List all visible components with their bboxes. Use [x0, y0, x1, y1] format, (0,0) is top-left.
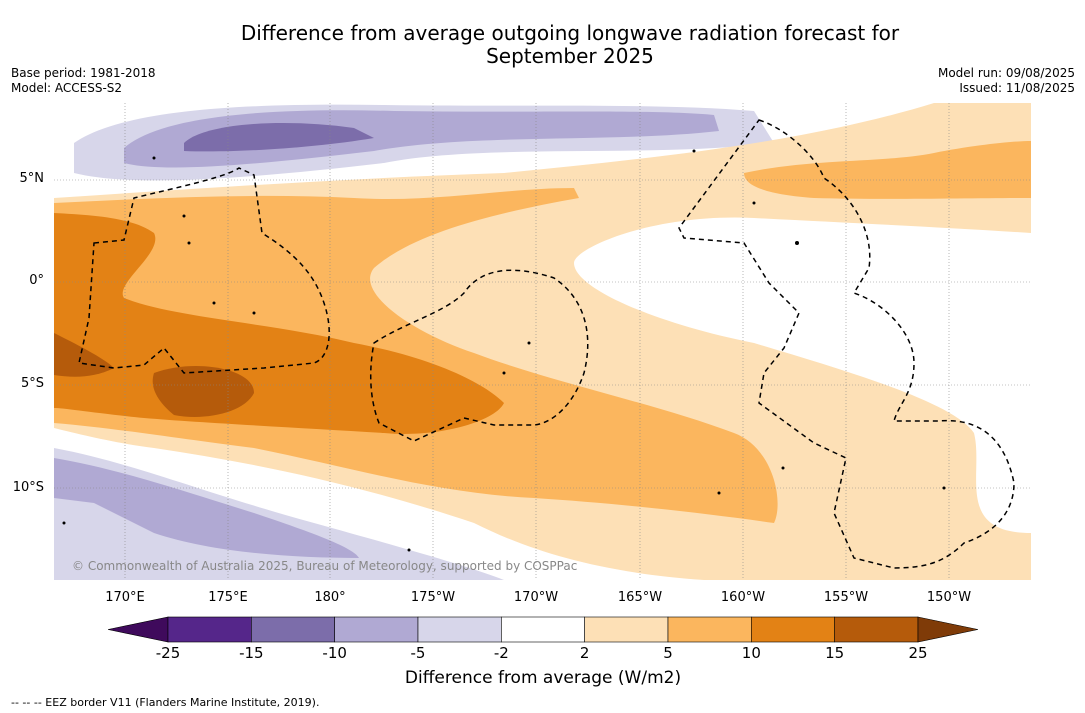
map-canvas	[54, 103, 1031, 580]
islands	[62, 149, 946, 552]
colorbar-bin	[667, 616, 752, 643]
lon-label-170e: 170°E	[105, 590, 145, 605]
lon-label-155w: 155°W	[823, 590, 869, 605]
anomaly-map	[54, 103, 1031, 580]
colorbar-tick-label: 25	[908, 644, 928, 662]
model-run: Model run: 09/08/2025	[937, 66, 1075, 80]
colorbar-bin	[167, 616, 252, 643]
graticule	[54, 103, 1031, 580]
contour-neg-strong-north	[184, 123, 374, 152]
base-period: Base period: 1981-2018	[11, 66, 156, 80]
model-name: Model: ACCESS-S2	[11, 80, 123, 95]
colorbar-bin	[834, 616, 919, 643]
colorbar-bin	[251, 616, 335, 643]
colorbar-extend-low	[107, 616, 169, 643]
colorbar-bin	[417, 616, 502, 643]
colorbar-bin	[751, 616, 835, 643]
eez-borders	[78, 119, 1015, 569]
contour-pos-medium	[54, 188, 778, 523]
meta-left: Base period: 1981-2018 Model: ACCESS-S2	[11, 66, 156, 95]
colorbar-tick-label: -15	[239, 644, 264, 662]
lon-label-165w: 165°W	[617, 590, 663, 605]
meta-right: Model run: 09/08/2025 Issued: 11/08/2025	[938, 66, 1075, 95]
colorbar-extend-high	[917, 616, 979, 643]
colorbar-bin	[584, 616, 669, 643]
contour-pos-max-2	[152, 365, 254, 417]
colorbar-svg	[107, 616, 979, 643]
issued-date: Issued: 11/08/2025	[959, 80, 1075, 95]
lat-label-5s: 5°S	[20, 376, 44, 391]
colorbar-tick-label: -2	[493, 644, 509, 662]
colorbar-bin	[334, 616, 419, 643]
colorbar-tick-label: 15	[825, 644, 845, 662]
contour-neg-mid-south	[54, 458, 359, 558]
contour-pos-medium-ne	[744, 141, 1031, 199]
eez-legend-note: -- -- -- EEZ border V11 (Flanders Marine…	[11, 696, 320, 709]
colorbar-tick-label: 5	[663, 644, 673, 662]
contour-neg-light-south	[54, 448, 504, 580]
colorbar-label: Difference from average (W/m2)	[404, 668, 682, 688]
lat-label-5n: 5°N	[19, 171, 45, 186]
lon-label-160w: 160°W	[720, 590, 766, 605]
colorbar	[107, 616, 979, 643]
contour-pos-light-ne	[934, 103, 1031, 146]
lon-label-150w: 150°W	[926, 590, 972, 605]
lon-label-175e: 175°E	[208, 590, 248, 605]
colorbar-tick-label: -10	[322, 644, 347, 662]
colorbar-tick-label: 10	[741, 644, 761, 662]
lat-label-0: 0°	[29, 273, 44, 288]
colorbar-tick-label: -25	[155, 644, 181, 662]
colorbar-tick-label: -5	[410, 644, 426, 662]
lon-label-180: 180°	[314, 590, 346, 605]
map-title: Difference from average outgoing longwav…	[240, 21, 900, 68]
contour-pos-max	[54, 333, 114, 377]
copyright-notice: © Commonwealth of Australia 2025, Bureau…	[72, 559, 578, 573]
lat-label-10s: 10°S	[12, 480, 44, 495]
lon-label-170w: 170°W	[513, 590, 559, 605]
colorbar-tick-label: 2	[579, 644, 590, 662]
lon-label-175w: 175°W	[410, 590, 456, 605]
colorbar-bin	[501, 616, 585, 643]
